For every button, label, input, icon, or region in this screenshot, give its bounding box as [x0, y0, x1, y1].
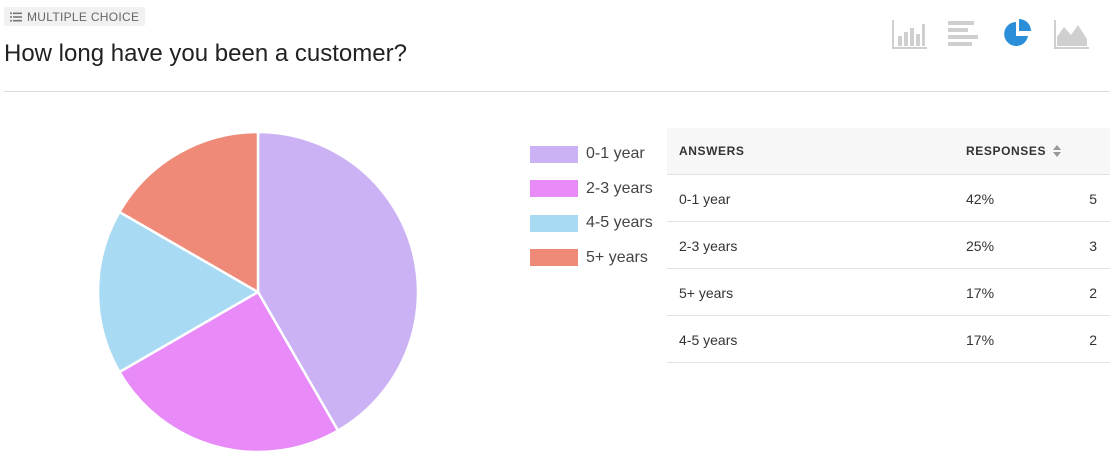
question-title: How long have you been a customer?: [4, 40, 407, 67]
pie-chart: [96, 130, 420, 454]
pie-chart-button[interactable]: [1000, 17, 1036, 51]
legend-item: 4-5 years: [530, 212, 653, 234]
area-chart-icon: [1054, 20, 1089, 49]
sort-icon[interactable]: [1053, 145, 1062, 157]
answer-cell: 4-5 years: [679, 332, 738, 348]
area-chart-button[interactable]: [1054, 17, 1090, 51]
pie-slice-2-3-years[interactable]: [118, 290, 340, 454]
bar-chart-button[interactable]: [892, 17, 928, 51]
pie-slice-5-years[interactable]: [118, 130, 260, 294]
percent-cell: 17%: [966, 285, 995, 301]
responses-column-header[interactable]: RESPONSES: [966, 144, 1062, 158]
legend-item: 5+ years: [530, 247, 653, 269]
pie-slice-0-1-year[interactable]: [256, 130, 420, 432]
legend-label: 0-1 year: [586, 145, 645, 162]
answer-cell: 0-1 year: [679, 191, 731, 207]
percent-cell: 42%: [966, 191, 995, 207]
chart-legend: 0-1 year 2-3 years 4-5 years 5+ years: [530, 143, 653, 281]
responses-header-label: RESPONSES: [966, 144, 1047, 158]
horizontal-bar-chart-icon: [948, 21, 978, 46]
percent-cell: 17%: [966, 332, 995, 348]
pie-chart-icon: [1004, 19, 1031, 46]
bar-chart-icon: [892, 20, 927, 49]
answers-column-header: ANSWERS: [679, 144, 745, 158]
table-row: 4-5 years 17% 2: [667, 316, 1110, 363]
legend-item: 0-1 year: [530, 143, 653, 165]
count-cell: 2: [1089, 332, 1097, 348]
table-row: 2-3 years 25% 3: [667, 222, 1110, 269]
pie-slice-4-5-years[interactable]: [96, 210, 260, 374]
answer-cell: 2-3 years: [679, 238, 738, 254]
count-cell: 3: [1089, 238, 1097, 254]
responses-table: ANSWERS RESPONSES 0-1 year 42% 5 2-3 yea…: [667, 128, 1110, 363]
table-header: ANSWERS RESPONSES: [667, 128, 1110, 175]
legend-item: 2-3 years: [530, 178, 653, 200]
answer-cell: 5+ years: [679, 285, 734, 301]
legend-label: 2-3 years: [586, 179, 653, 197]
count-cell: 2: [1089, 285, 1097, 301]
legend-swatch: [530, 180, 578, 197]
count-cell: 5: [1089, 191, 1097, 207]
legend-swatch: [530, 249, 578, 266]
question-type-label: MULTIPLE CHOICE: [27, 9, 140, 24]
header-divider: [4, 91, 1110, 92]
horizontal-bar-chart-button[interactable]: [946, 17, 982, 51]
legend-label: 5+ years: [586, 248, 648, 266]
table-row: 0-1 year 42% 5: [667, 175, 1110, 222]
legend-swatch: [530, 214, 578, 232]
question-type-badge: MULTIPLE CHOICE: [4, 7, 146, 26]
table-row: 5+ years 17% 2: [667, 269, 1110, 316]
percent-cell: 25%: [966, 238, 995, 254]
legend-label: 4-5 years: [586, 214, 653, 231]
legend-swatch: [530, 145, 578, 163]
list-icon: [10, 12, 22, 21]
chart-type-toolbar: [892, 17, 1090, 51]
